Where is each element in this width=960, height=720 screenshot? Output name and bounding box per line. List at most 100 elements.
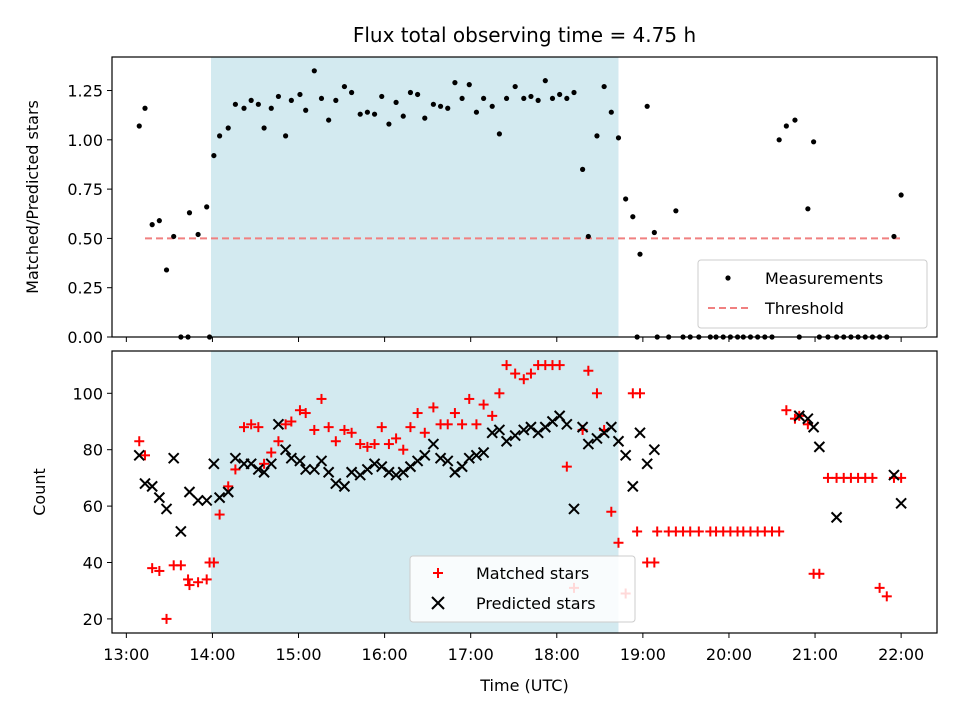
matched-star-point xyxy=(457,419,468,430)
measurement-point xyxy=(521,95,527,102)
measurement-point xyxy=(445,105,451,111)
predicted-star-point xyxy=(627,480,639,493)
bottom-x-tick-label: 22:00 xyxy=(878,645,924,664)
predicted-star-point xyxy=(322,466,335,478)
measurement-point xyxy=(623,196,629,202)
top-x-ticks xyxy=(125,337,902,342)
matched-star-point xyxy=(330,436,341,447)
measurement-point xyxy=(288,97,294,103)
top-observing-shaded-region xyxy=(211,57,619,337)
predicted-star-point xyxy=(208,458,220,470)
top-y-ticks: 0.00 0.25 0.50 0.75 1.00 1.25 xyxy=(67,82,112,347)
measurement-point xyxy=(557,91,563,98)
predicted-star-point xyxy=(411,455,424,467)
matched-star-point xyxy=(510,368,521,379)
bottom-x-tick-label: 21:00 xyxy=(792,645,838,664)
predicted-star-point xyxy=(486,427,498,439)
measurement-point xyxy=(364,109,370,115)
bottom-x-tick-label: 15:00 xyxy=(275,645,321,664)
predicted-star-point xyxy=(315,455,328,467)
matched-star-point xyxy=(652,526,663,537)
measurement-point xyxy=(466,82,472,88)
predicted-star-point xyxy=(192,494,204,507)
matched-star-point xyxy=(442,419,453,430)
matched-star-point xyxy=(685,526,696,537)
matched-star-point xyxy=(814,568,825,579)
measurement-point xyxy=(349,89,355,96)
top-legend-box xyxy=(697,259,928,329)
predicted-star-point xyxy=(294,455,306,467)
matched-star-point xyxy=(309,424,320,435)
measurement-point xyxy=(341,83,348,90)
legend-measurements-marker xyxy=(725,275,731,281)
measurement-point xyxy=(163,267,170,273)
predicted-star-point xyxy=(807,421,820,433)
predicted-star-point xyxy=(634,427,646,439)
bottom-matched-points xyxy=(134,360,907,624)
measurement-point xyxy=(333,97,339,103)
legend-matched-plus xyxy=(433,568,443,578)
bottom-x-tick-label: 17:00 xyxy=(448,645,494,664)
matched-star-point xyxy=(253,422,264,433)
matched-star-point xyxy=(230,464,241,475)
measurement-point xyxy=(232,101,238,107)
measurement-point xyxy=(459,95,465,102)
matched-star-point xyxy=(471,419,482,430)
top-y-tick-label: 0.00 xyxy=(67,328,103,347)
predicted-star-point xyxy=(532,427,544,439)
predicted-star-point xyxy=(619,449,632,462)
matched-star-point xyxy=(286,416,297,427)
measurement-point xyxy=(415,91,421,98)
predicted-star-point xyxy=(463,452,475,464)
matched-star-point xyxy=(635,388,645,399)
matched-star-point xyxy=(294,405,305,416)
predicted-star-point xyxy=(368,458,381,470)
predicted-star-point xyxy=(213,491,226,504)
predicted-star-point xyxy=(279,443,292,456)
top-y-axis-label: Matched/Predicted stars xyxy=(23,100,42,294)
measurement-point xyxy=(195,231,201,238)
matched-star-point xyxy=(346,427,357,438)
matched-star-point xyxy=(428,402,439,413)
matched-star-point xyxy=(355,439,366,450)
measurement-point xyxy=(303,107,309,113)
matched-star-point xyxy=(273,436,284,447)
matched-star-point xyxy=(223,481,234,492)
matched-star-point xyxy=(494,388,505,399)
measurement-point xyxy=(156,218,162,224)
measurement-point xyxy=(651,229,657,236)
bottom-y-axis-label: Count xyxy=(30,468,49,516)
legend-measurements-label: Measurements xyxy=(765,269,883,288)
measurement-point xyxy=(357,111,363,117)
predicted-star-point xyxy=(361,463,374,476)
matched-star-point xyxy=(391,433,402,444)
measurement-point xyxy=(630,214,636,220)
predicted-star-point xyxy=(146,480,158,493)
predicted-star-point xyxy=(434,452,447,464)
measurement-point xyxy=(149,222,155,228)
measurement-point xyxy=(811,139,817,145)
predicted-star-point xyxy=(390,469,402,481)
top-chart-title: Flux total observing time = 4.75 h xyxy=(353,23,696,47)
bottom-y-tick-label: 80 xyxy=(83,441,103,460)
predicted-star-point xyxy=(229,452,242,464)
predicted-star-point xyxy=(582,438,595,450)
measurement-point xyxy=(637,251,643,257)
predicted-star-point xyxy=(376,460,388,473)
measurement-point xyxy=(452,80,458,86)
matched-star-point xyxy=(369,439,380,450)
measurement-point xyxy=(430,101,436,107)
bottom-x-ticks: 13:00 14:00 15:00 16:00 17:00 18:00 19:00 20:00… xyxy=(103,633,924,664)
predicted-star-point xyxy=(576,421,589,433)
bottom-axes-frame xyxy=(111,350,938,634)
measurement-point xyxy=(393,99,399,105)
bottom-y-tick-label: 60 xyxy=(83,497,103,516)
predicted-star-point xyxy=(245,458,257,470)
measurement-point xyxy=(217,133,223,139)
measurement-point xyxy=(528,93,534,100)
matched-star-point xyxy=(246,419,257,430)
predicted-star-point xyxy=(139,477,151,490)
measurement-point xyxy=(142,105,148,111)
predicted-star-point xyxy=(404,460,417,473)
